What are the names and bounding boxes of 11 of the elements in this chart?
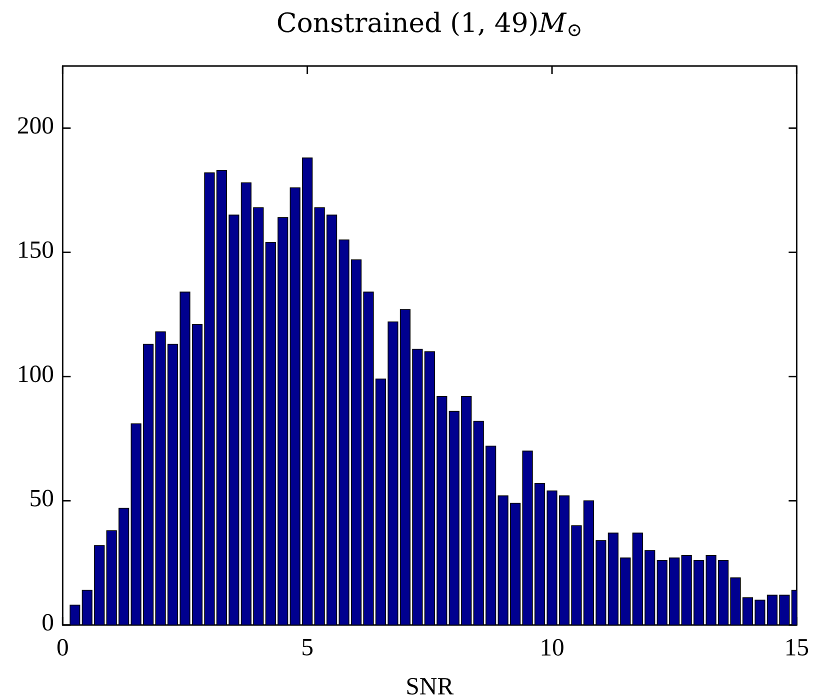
y-tick-label: 0 [42,614,54,631]
y-tick-label: 50 [30,490,54,506]
chart-title: Constrained (1, 49)M$_{⊙}$ [278,12,580,36]
x-tick-label: 0 [57,639,68,656]
y-tick-label: 100 [19,366,54,382]
x-tick-label: 10 [542,639,564,656]
x-axis-title: SNR [407,678,454,695]
y-tick-label: 150 [19,241,54,258]
y-tick-label: 200 [18,117,54,134]
x-tick-label: 5 [302,639,313,656]
x-tick-label: 15 [786,639,808,656]
